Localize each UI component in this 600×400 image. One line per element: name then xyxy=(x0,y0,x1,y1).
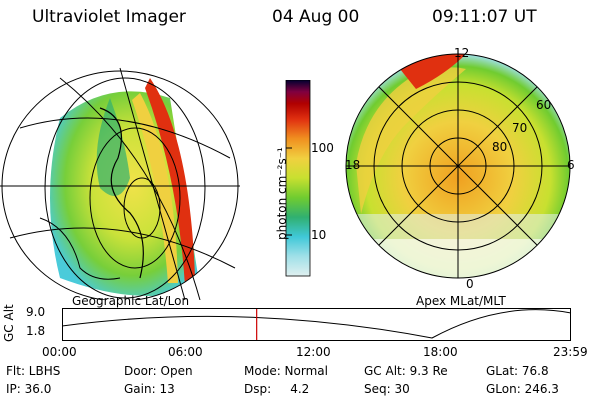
status-geo-lon: GLon: 246.3 xyxy=(486,382,559,396)
status-gc-altitude: GC Alt: 9.3 Re xyxy=(364,364,448,378)
status-ip: IP: 36.0 xyxy=(6,382,52,396)
altitude-ytick-low: 1.8 xyxy=(26,324,46,338)
status-dsp: Dsp: 4.2 xyxy=(244,382,310,396)
altitude-ytick-high: 9.0 xyxy=(26,305,46,319)
window-title: Ultraviolet Imager xyxy=(32,7,186,27)
status-filter: Flt: LBHS xyxy=(6,364,61,378)
altitude-xtick-2359: 23:59 xyxy=(553,345,588,359)
status-mode: Mode: Normal xyxy=(244,364,328,378)
colorbar-tick-100: 100 xyxy=(311,141,334,155)
mlt-label-6: 6 xyxy=(567,158,575,172)
altitude-ylabel: GC Alt xyxy=(2,304,16,342)
mlat-label-70: 70 xyxy=(512,121,528,135)
geographic-image-panel xyxy=(0,67,240,300)
header-time: 09:11:07 UT xyxy=(432,7,537,27)
status-sequence: Seq: 30 xyxy=(364,382,410,396)
left-panel-label: Geographic Lat/Lon xyxy=(72,294,190,308)
mlt-label-0: 0 xyxy=(466,277,474,291)
status-door: Door: Open xyxy=(124,364,193,378)
magnetic-image-panel xyxy=(345,53,571,279)
status-gain: Gain: 13 xyxy=(124,382,175,396)
mlat-label-80: 80 xyxy=(492,140,508,154)
colorbar xyxy=(285,80,311,277)
altitude-xtick-0000: 00:00 xyxy=(42,345,77,359)
colorbar-tick-10: 10 xyxy=(311,228,327,242)
altitude-xtick-1200: 12:00 xyxy=(296,345,331,359)
right-panel-label: Apex MLat/MLT xyxy=(416,294,506,308)
header-date: 04 Aug 00 xyxy=(272,7,360,27)
mlt-label-18: 18 xyxy=(345,158,361,172)
altitude-xtick-0600: 06:00 xyxy=(168,345,203,359)
mlt-label-12: 12 xyxy=(454,46,470,60)
colorbar-unit-label: photon cm⁻²s⁻¹ xyxy=(275,147,289,240)
altitude-plot xyxy=(62,308,572,341)
status-geo-lat: GLat: 76.8 xyxy=(486,364,549,378)
mlat-label-60: 60 xyxy=(536,98,552,112)
altitude-xtick-1800: 18:00 xyxy=(423,345,458,359)
